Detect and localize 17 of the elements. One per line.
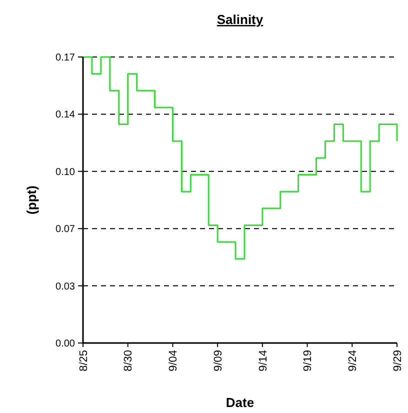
chart-title: Salinity: [216, 12, 264, 27]
x-tick-label: 8/25: [78, 350, 90, 372]
x-tick-label: 9/29: [392, 350, 404, 372]
y-tick-label: 0.14: [56, 110, 76, 121]
x-axis-title: Date: [226, 395, 254, 410]
x-tick-label: 8/30: [122, 350, 135, 372]
x-tick-label: 9/09: [212, 350, 224, 372]
y-tick-label: 0.07: [56, 224, 76, 236]
x-tick-label: 9/14: [257, 350, 270, 372]
y-tick-label: 0.17: [56, 52, 76, 64]
y-axis-title: (ppt): [24, 186, 39, 214]
x-tick-label: 9/19: [302, 350, 314, 372]
y-tick-label: 0.10: [56, 166, 76, 178]
x-tick-label: 9/04: [168, 350, 180, 372]
x-tick-label: 9/24: [346, 350, 359, 372]
y-tick-label: 0.00: [56, 338, 76, 350]
y-tick-label: 0.03: [56, 281, 76, 292]
